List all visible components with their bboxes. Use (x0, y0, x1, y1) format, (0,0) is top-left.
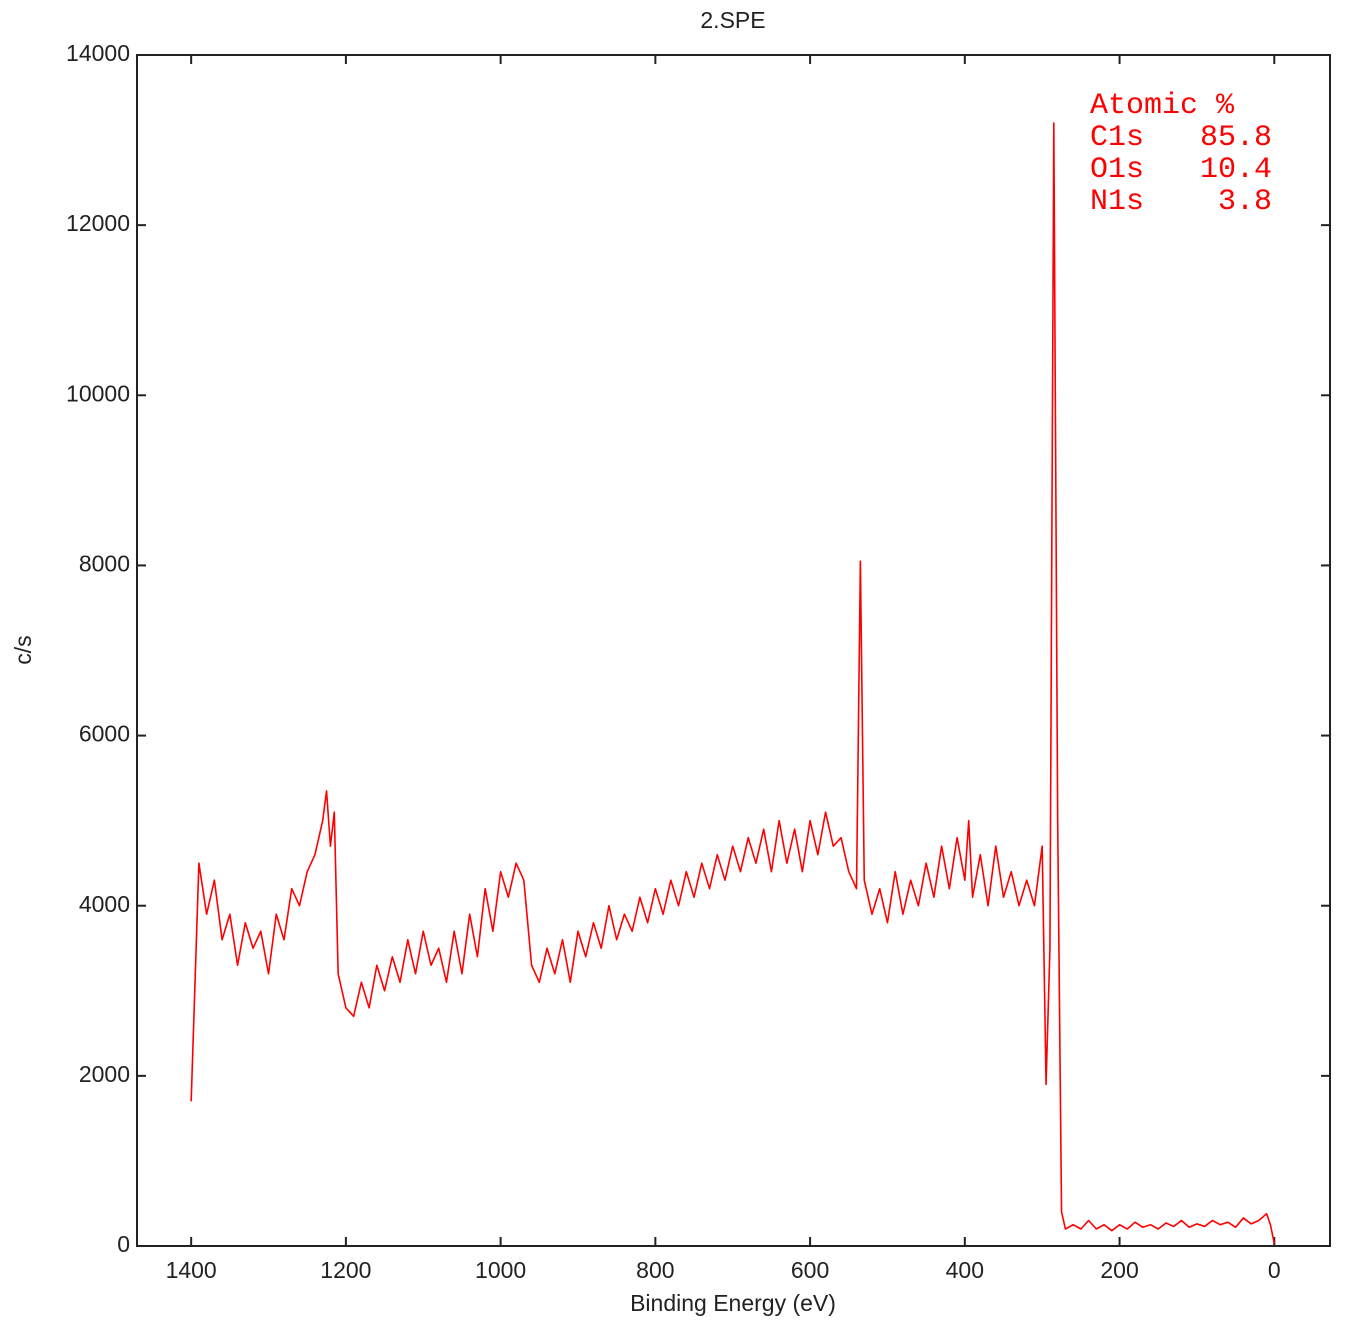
annotation-label: N1s (1090, 185, 1144, 219)
x-tick-label: 1200 (320, 1257, 371, 1283)
x-tick-label: 600 (791, 1257, 829, 1283)
x-tick-label: 200 (1100, 1257, 1138, 1283)
y-tick-label: 10000 (66, 380, 130, 406)
x-tick-label: 0 (1268, 1257, 1281, 1283)
annotation-value: 3.8 (1218, 185, 1272, 219)
annotation-label: C1s (1090, 121, 1144, 155)
x-tick-label: 1400 (166, 1257, 217, 1283)
x-axis-label: Binding Energy (eV) (630, 1290, 836, 1316)
spectrum-line (190, 122, 1276, 1244)
y-tick-label: 6000 (79, 721, 130, 747)
plot-frame (136, 54, 1331, 1247)
y-tick-label: 8000 (79, 551, 130, 577)
y-axis-label: c/s (10, 635, 36, 664)
x-tick-label: 800 (636, 1257, 674, 1283)
annotation-label: O1s (1090, 153, 1144, 187)
y-tick-label: 2000 (79, 1061, 130, 1087)
x-tick-label: 400 (946, 1257, 984, 1283)
annotation-value: 85.8 (1200, 121, 1272, 155)
y-tick-label: 14000 (66, 40, 130, 66)
annotation-title: Atomic % (1090, 89, 1235, 123)
y-tick-label: 12000 (66, 210, 130, 236)
x-tick-label: 1000 (475, 1257, 526, 1283)
y-tick-label: 0 (117, 1231, 130, 1257)
chart-title: 2.SPE (700, 7, 765, 33)
annotation-value: 10.4 (1200, 153, 1272, 187)
y-tick-label: 4000 (79, 891, 130, 917)
